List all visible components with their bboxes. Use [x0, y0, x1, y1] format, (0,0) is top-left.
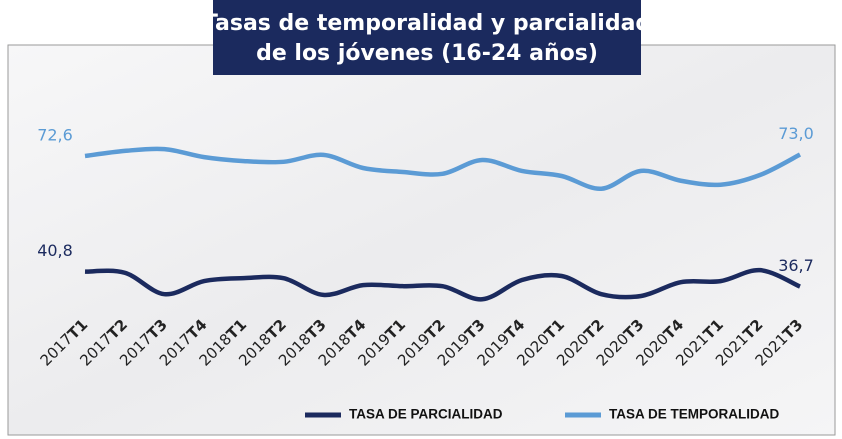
data-label: 73,0: [778, 124, 814, 143]
chart-title: de los jóvenes (16-24 años): [256, 41, 598, 66]
line: [84, 146, 802, 191]
frame: [7, 44, 836, 436]
data-label: 36,7: [778, 256, 814, 275]
legend-label: TASA DE PARCIALIDAD: [349, 407, 503, 422]
data-label: 40,8: [37, 241, 73, 260]
data-label: 72,6: [37, 126, 73, 145]
line: [84, 267, 801, 302]
title-box: [213, 0, 641, 75]
chart-title: Tasas de temporalidad y parcialidad: [203, 11, 651, 36]
legend-label: TASA DE TEMPORALIDAD: [609, 407, 779, 422]
